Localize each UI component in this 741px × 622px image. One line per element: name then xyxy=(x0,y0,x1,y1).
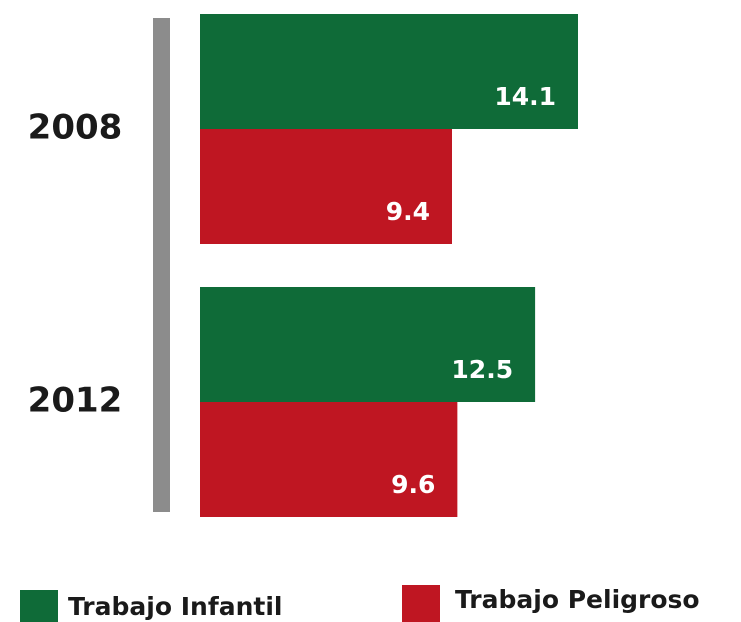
axis-bar xyxy=(153,18,170,512)
bar xyxy=(200,287,536,402)
value-label: 12.5 xyxy=(451,355,513,384)
bar xyxy=(200,14,578,129)
value-label: 9.4 xyxy=(386,197,430,226)
legend-label: Trabajo Infantil xyxy=(68,592,282,621)
legend-label: Trabajo Peligroso xyxy=(455,585,700,614)
category-label: 2008 xyxy=(28,108,123,148)
bar xyxy=(200,129,452,244)
legend-swatch xyxy=(20,590,58,622)
value-label: 14.1 xyxy=(494,82,556,111)
legend-swatch xyxy=(402,585,440,622)
category-label: 2012 xyxy=(28,381,123,421)
bar xyxy=(200,402,458,517)
value-label: 9.6 xyxy=(391,470,435,499)
